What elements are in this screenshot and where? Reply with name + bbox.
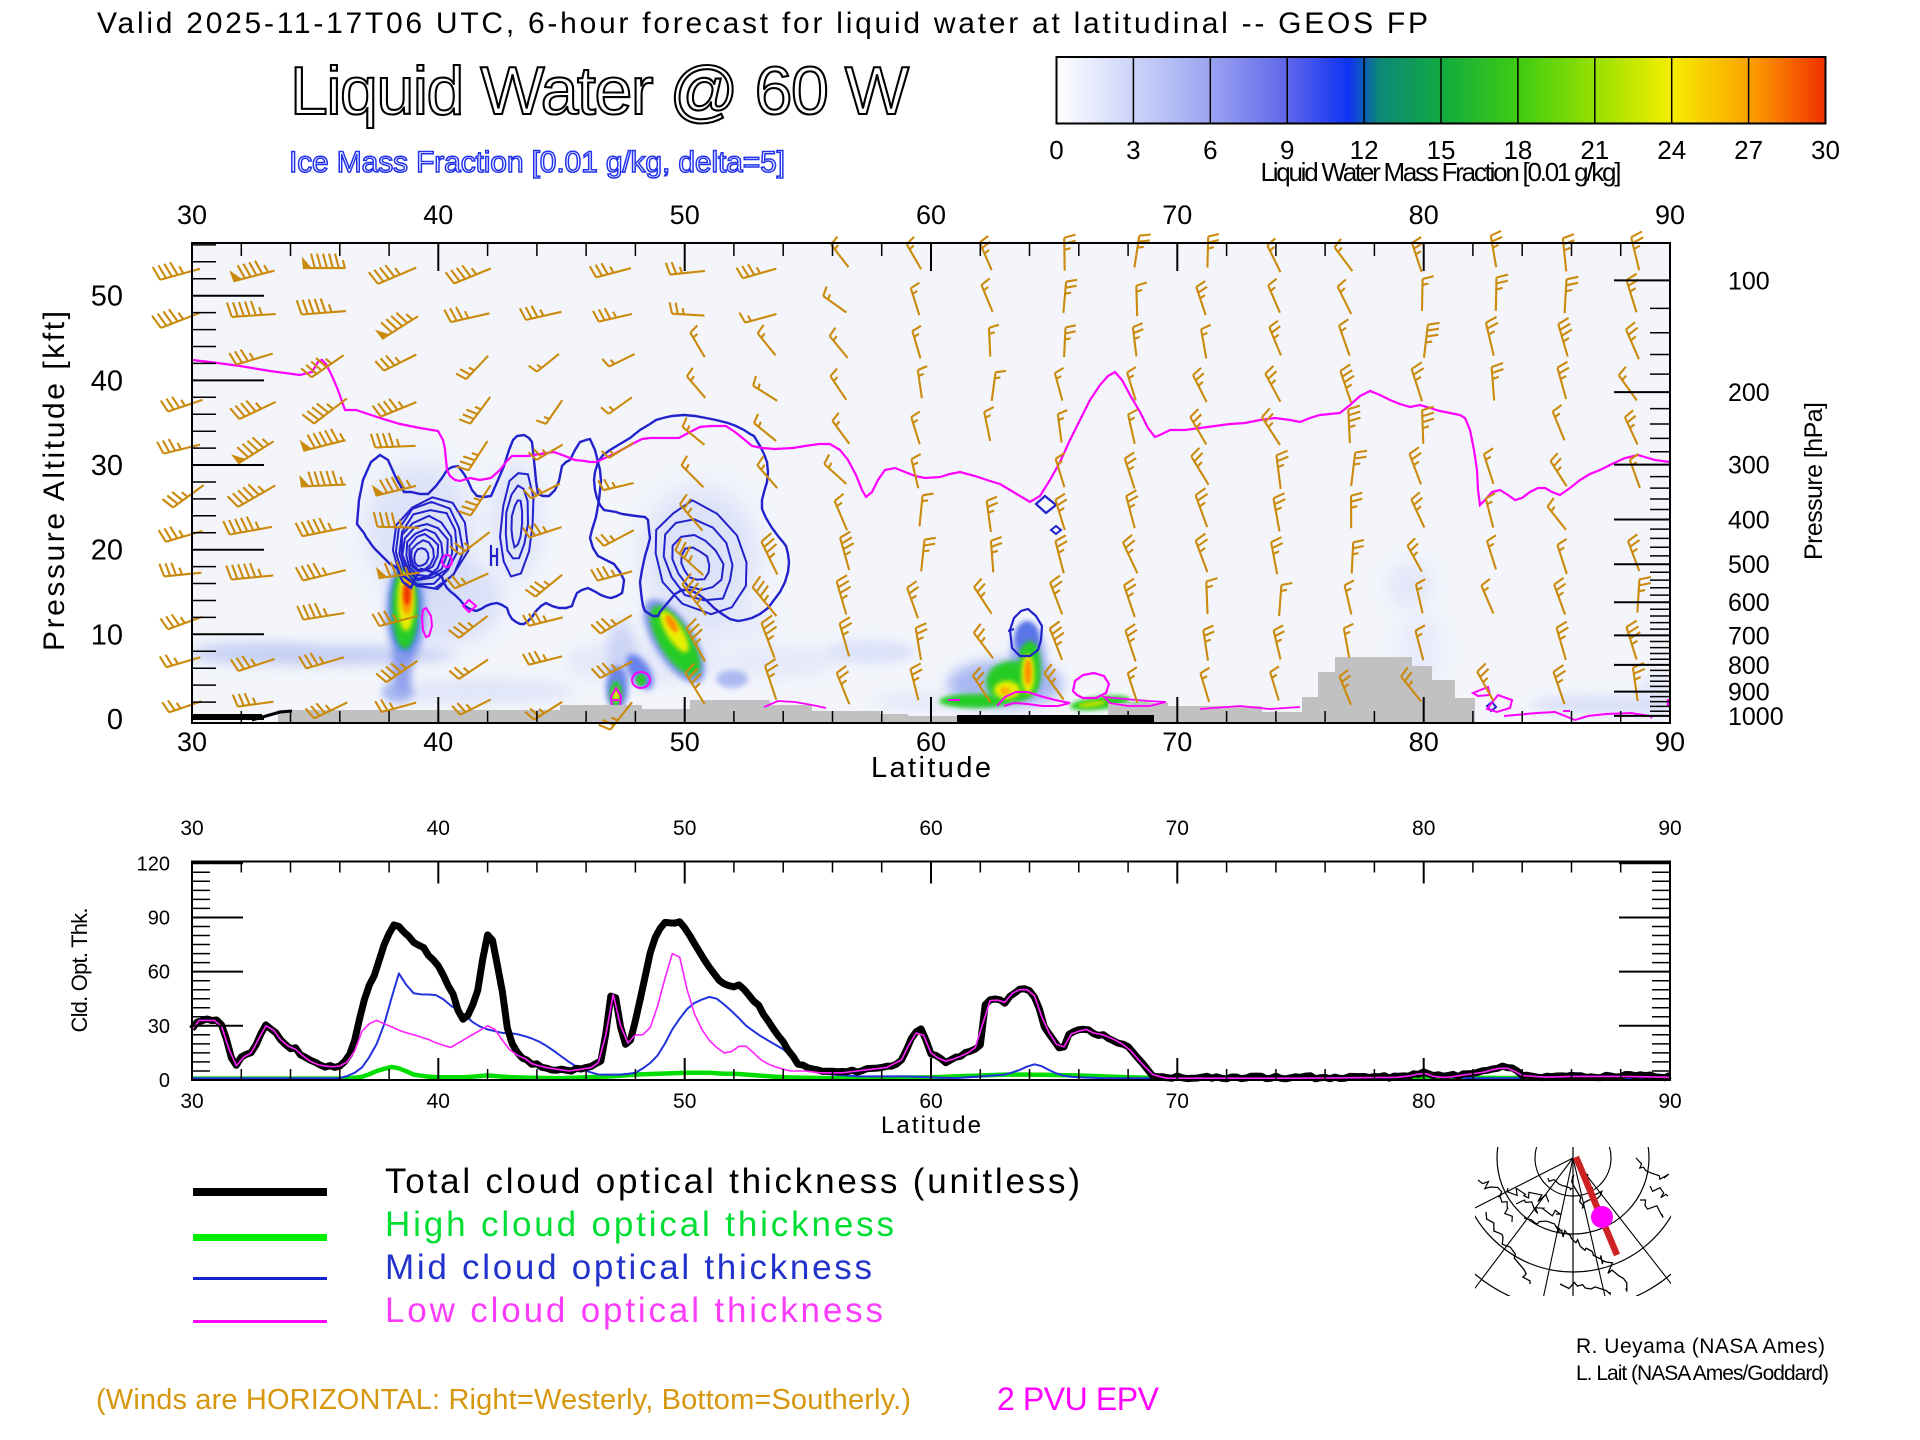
svg-text:400: 400 [1728, 507, 1770, 535]
svg-text:200: 200 [1728, 379, 1770, 407]
svg-text:60: 60 [919, 817, 942, 840]
svg-text:90: 90 [1655, 200, 1685, 230]
svg-text:27: 27 [1734, 135, 1763, 165]
svg-text:40: 40 [423, 200, 453, 230]
svg-text:60: 60 [919, 1090, 942, 1113]
svg-text:Ice Mass Fraction [0.01 g/kg,: Ice Mass Fraction [0.01 g/kg, delta=5] [289, 146, 785, 179]
svg-text:600: 600 [1728, 589, 1770, 617]
svg-text:L. Lait (NASA Ames/Goddard): L. Lait (NASA Ames/Goddard) [1576, 1362, 1829, 1385]
svg-text:300: 300 [1728, 452, 1770, 480]
svg-text:Valid 2025-11-17T06 UTC, 6-hou: Valid 2025-11-17T06 UTC, 6-hour forecast… [97, 7, 1428, 40]
svg-text:30: 30 [91, 450, 123, 482]
svg-text:40: 40 [427, 1090, 450, 1113]
svg-text:24: 24 [1657, 135, 1686, 165]
svg-text:Total cloud optical thickness: Total cloud optical thickness (unitless) [385, 1162, 1080, 1201]
svg-text:Pressure Altitude [kft]: Pressure Altitude [kft] [38, 311, 71, 651]
svg-text:30: 30 [180, 1090, 203, 1113]
svg-text:60: 60 [916, 200, 946, 230]
svg-text:50: 50 [673, 1090, 696, 1113]
svg-text:30: 30 [1811, 135, 1840, 165]
svg-text:100: 100 [1728, 267, 1770, 295]
svg-text:50: 50 [673, 817, 696, 840]
svg-text:40: 40 [423, 727, 453, 757]
svg-text:Liquid Water @ 60 W: Liquid Water @ 60 W [290, 53, 909, 129]
svg-text:90: 90 [1658, 817, 1681, 840]
svg-text:30: 30 [148, 1016, 170, 1038]
svg-text:15: 15 [1427, 135, 1456, 165]
svg-text:0: 0 [1049, 135, 1063, 165]
svg-text:Low cloud optical thickness: Low cloud optical thickness [385, 1291, 883, 1330]
svg-text:3: 3 [1126, 135, 1140, 165]
svg-text:60: 60 [148, 962, 170, 984]
svg-text:80: 80 [1412, 817, 1435, 840]
svg-text:50: 50 [670, 727, 700, 757]
svg-text:2 PVU EPV: 2 PVU EPV [997, 1381, 1160, 1417]
svg-text:70: 70 [1166, 817, 1189, 840]
svg-text:120: 120 [137, 853, 170, 875]
svg-text:50: 50 [91, 281, 123, 313]
svg-text:80: 80 [1409, 200, 1439, 230]
svg-text:10: 10 [91, 619, 123, 651]
svg-text:800: 800 [1728, 652, 1770, 680]
svg-text:6: 6 [1203, 135, 1217, 165]
svg-text:40: 40 [427, 817, 450, 840]
svg-text:12: 12 [1350, 135, 1379, 165]
svg-text:30: 30 [180, 817, 203, 840]
svg-text:(Winds are HORIZONTAL: Right=W: (Winds are HORIZONTAL: Right=Westerly, B… [96, 1384, 911, 1416]
svg-text:90: 90 [1655, 727, 1685, 757]
svg-text:Liquid Water Mass Fraction [0.: Liquid Water Mass Fraction [0.01 g/kg] [1261, 157, 1622, 187]
svg-text:50: 50 [670, 200, 700, 230]
svg-text:18: 18 [1503, 135, 1532, 165]
svg-text:70: 70 [1162, 727, 1192, 757]
svg-text:0: 0 [107, 704, 123, 736]
svg-text:R. Ueyama (NASA Ames): R. Ueyama (NASA Ames) [1576, 1335, 1825, 1358]
svg-text:9: 9 [1280, 135, 1294, 165]
svg-text:Mid cloud optical thickness: Mid cloud optical thickness [385, 1248, 872, 1287]
svg-text:21: 21 [1580, 135, 1609, 165]
svg-text:90: 90 [148, 908, 170, 930]
svg-text:Cld. Opt. Thk.: Cld. Opt. Thk. [67, 908, 92, 1033]
svg-text:30: 30 [177, 727, 207, 757]
svg-text:0: 0 [159, 1070, 170, 1092]
svg-text:60: 60 [916, 727, 946, 757]
svg-text:Pressure [hPa]: Pressure [hPa] [1800, 402, 1828, 560]
svg-text:Latitude: Latitude [871, 752, 991, 784]
svg-text:Latitude: Latitude [881, 1112, 981, 1139]
svg-text:900: 900 [1728, 679, 1770, 707]
svg-text:80: 80 [1409, 727, 1439, 757]
svg-text:30: 30 [177, 200, 207, 230]
svg-text:High cloud optical thickness: High cloud optical thickness [385, 1205, 894, 1244]
svg-text:700: 700 [1728, 622, 1770, 650]
svg-text:40: 40 [91, 365, 123, 397]
svg-text:90: 90 [1658, 1090, 1681, 1113]
svg-text:70: 70 [1166, 1090, 1189, 1113]
svg-text:70: 70 [1162, 200, 1192, 230]
svg-text:500: 500 [1728, 551, 1770, 579]
svg-text:20: 20 [91, 535, 123, 567]
svg-text:80: 80 [1412, 1090, 1435, 1113]
svg-text:1000: 1000 [1728, 703, 1784, 731]
